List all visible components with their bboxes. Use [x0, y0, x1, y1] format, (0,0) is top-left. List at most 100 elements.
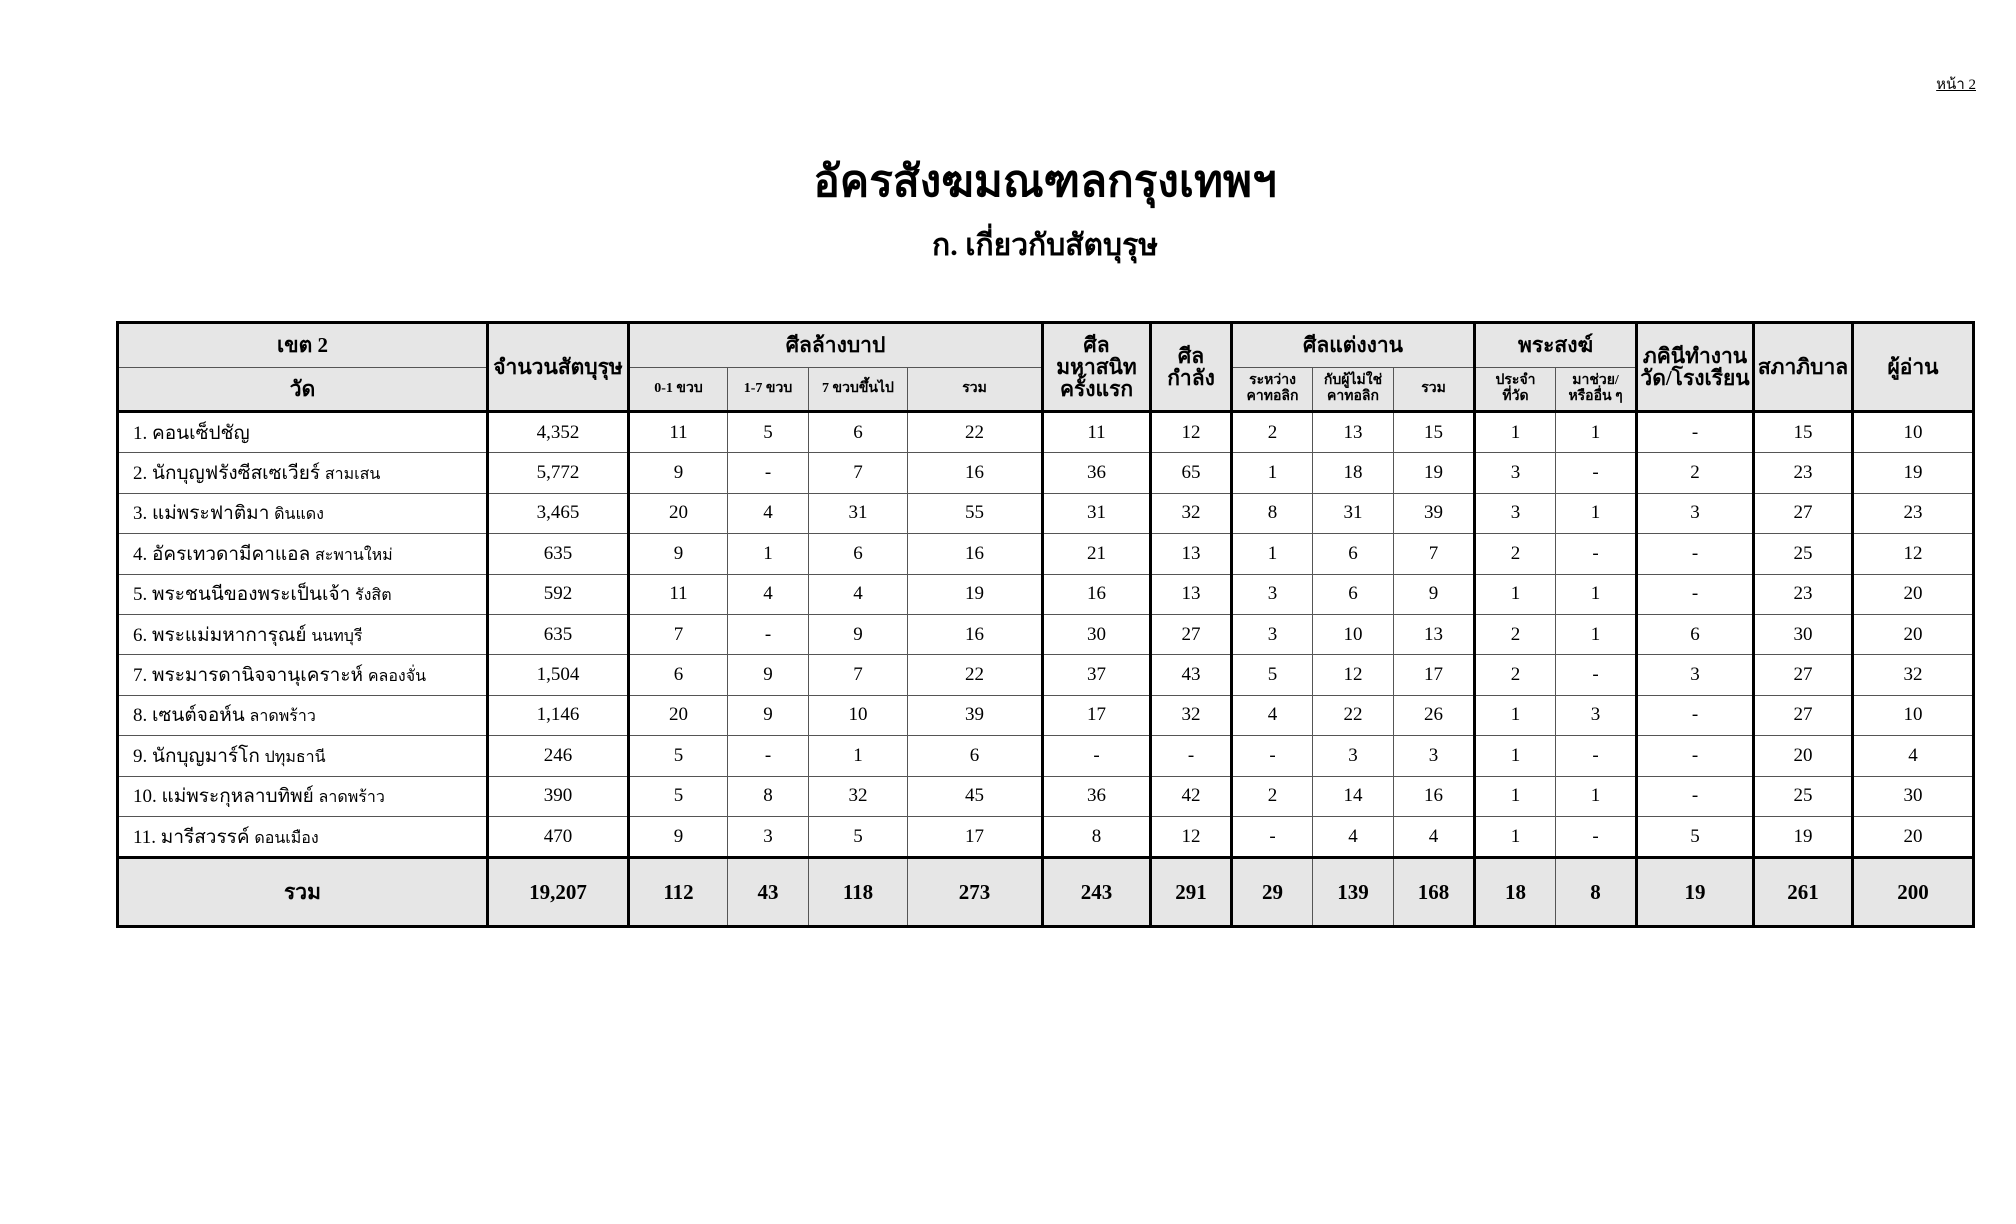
header-text: คาทอลิก: [1246, 389, 1299, 404]
total-cell: 29: [1231, 856, 1314, 928]
parish-place: สามเสน: [324, 466, 381, 484]
row-number: 6.: [133, 624, 148, 646]
header-text: 7 ขวบขึ้นไป: [822, 380, 894, 396]
total-cell: 139: [1312, 856, 1395, 928]
total-cell: 19: [1636, 856, 1756, 928]
data-cell: 17: [906, 815, 1045, 859]
data-cell: 39: [906, 694, 1045, 737]
header-text: สภาภิบาล: [1757, 354, 1849, 379]
header-text: ครั้งแรก: [1059, 377, 1134, 402]
header-cell: ศีล กำลัง: [1150, 322, 1234, 413]
total-cell: 291: [1150, 856, 1234, 928]
parish-name: พระแม่มหาการุณย์: [152, 624, 307, 646]
data-row: 1. คอนเซ็ปชัญ 4,352 11 5 6 22 11 12 2 13 15 1 1-15 10: [117, 410, 1975, 454]
parish-place: นนทบุรี: [311, 627, 363, 645]
data-cell: 32: [1150, 492, 1234, 535]
data-cell: 10: [1852, 694, 1975, 737]
table: เขต 2 จำนวนสัตบุรุษ ศีลล้างบาป ศีล มหาสนิท คร…: [116, 321, 1976, 929]
data-cell: 55: [906, 492, 1045, 535]
table-body: 1. คอนเซ็ปชัญ 4,352 11 5 6 22 11 12 2 13 15 1 1-15 10…: [117, 410, 1975, 859]
data-cell: 4: [727, 573, 809, 615]
parish-place: ดอนเมือง: [254, 829, 319, 847]
data-row: 3. แม่พระฟาติมา ดินแดง 3,465 20 4 31 55 31 32 8 3…: [117, 492, 1975, 535]
data-cell: 22: [906, 654, 1045, 696]
data-cell: -: [1636, 573, 1756, 615]
data-cell: 19: [1393, 452, 1477, 494]
data-cell: -: [727, 613, 809, 656]
data-cell: 5: [1231, 654, 1314, 696]
data-cell: 12: [1150, 410, 1234, 454]
data-cell: 2: [1231, 410, 1314, 454]
data-cell: 19: [1753, 815, 1855, 859]
total-cell: 118: [808, 856, 908, 928]
data-cell: 27: [1753, 694, 1855, 737]
data-cell: 2: [1474, 654, 1557, 696]
data-cell: 1: [1555, 775, 1639, 817]
data-row: 4. อัครเทวดามีคาแอล สะพานใหม่ 635 9 1 6 16 21 1…: [117, 533, 1975, 575]
header-cell: ศีลแต่งงาน: [1231, 322, 1477, 368]
data-cell: 16: [1393, 775, 1477, 817]
data-cell: 9: [628, 452, 728, 494]
data-cell: 12: [1150, 815, 1234, 859]
header-cell: ประจำ ที่วัด: [1474, 367, 1557, 413]
header-text: พระสงฆ์: [1517, 333, 1594, 358]
data-cell: 32: [808, 775, 908, 817]
data-cell: 5,772: [487, 452, 630, 494]
parish-cell: 4. อัครเทวดามีคาแอล สะพานใหม่: [117, 533, 489, 575]
parish-place: รังสิต: [355, 587, 392, 605]
data-cell: 17: [1042, 694, 1153, 737]
data-cell: 31: [808, 492, 908, 535]
data-cell: 4: [727, 492, 809, 535]
data-cell: 43: [1150, 654, 1234, 696]
title: อัครสังฆมณฑลกรุงเทพฯ: [813, 157, 1277, 206]
data-cell: 13: [1150, 533, 1234, 575]
total-cell: 18: [1474, 856, 1557, 928]
header-text: กำลัง: [1167, 366, 1215, 390]
parish-cell: 10. แม่พระกุหลาบทิพย์ ลาดพร้าว: [117, 775, 489, 817]
parish-name: พระมารดานิจจานุเคราะห์: [152, 665, 364, 687]
header-text: ศีล: [1083, 332, 1110, 357]
data-cell: 14: [1312, 775, 1395, 817]
data-cell: 32: [1150, 694, 1234, 737]
data-cell: -: [727, 452, 809, 494]
data-cell: 1,504: [487, 654, 630, 696]
header-text: รวม: [962, 380, 987, 396]
data-cell: 3: [1555, 694, 1639, 737]
data-cell: -: [1042, 735, 1153, 777]
data-cell: 31: [1042, 492, 1153, 535]
header-cell: เขต 2: [117, 322, 489, 368]
data-cell: -: [1231, 815, 1314, 859]
parish-cell: 5. พระชนนีของพระเป็นเจ้า รังสิต: [117, 573, 489, 615]
data-row: 7. พระมารดานิจจานุเคราะห์ คลองจั่น 1,504 6…: [117, 654, 1975, 696]
data-cell: 19: [906, 573, 1045, 615]
data-cell: -: [1636, 533, 1756, 575]
header-cell: สภาภิบาล: [1753, 322, 1855, 413]
data-cell: 3: [1231, 613, 1314, 656]
data-cell: 5: [808, 815, 908, 859]
data-cell: 23: [1753, 573, 1855, 615]
data-cell: 13: [1393, 613, 1477, 656]
total-cell: 8: [1555, 856, 1639, 928]
data-cell: 6: [808, 533, 908, 575]
data-cell: 18: [1312, 452, 1395, 494]
header-cell: กับผู้ไม่ใช่ คาทอลิก: [1312, 367, 1395, 413]
data-cell: 10: [1852, 410, 1975, 454]
data-cell: 5: [628, 775, 728, 817]
data-cell: -: [1150, 735, 1234, 777]
parish-cell: 2. นักบุญฟรังซีสเซเวียร์ สามเสน: [117, 452, 489, 494]
data-cell: 9: [628, 533, 728, 575]
parish-cell: 8. เซนต์จอห์น ลาดพร้าว: [117, 694, 489, 737]
header-text: 0-1 ขวบ: [654, 380, 703, 396]
data-cell: -: [1555, 735, 1639, 777]
data-cell: 6: [906, 735, 1045, 777]
header-cell: มาช่วย/หรืออื่น ๆ: [1555, 367, 1639, 413]
data-cell: 4: [1852, 735, 1975, 777]
header-row: วัด 0-1 ขวบ 1-7 ขวบ 7 ขวบขึ้นไป รวม ระหว่าง คา…: [117, 367, 1974, 413]
data-cell: 16: [1042, 573, 1153, 615]
data-cell: 9: [808, 613, 908, 656]
data-cell: 3: [1393, 735, 1477, 777]
data-cell: 11: [628, 410, 728, 454]
data-cell: 4: [1312, 815, 1395, 859]
parish-name: นักบุญฟรังซีสเซเวียร์: [152, 463, 321, 485]
